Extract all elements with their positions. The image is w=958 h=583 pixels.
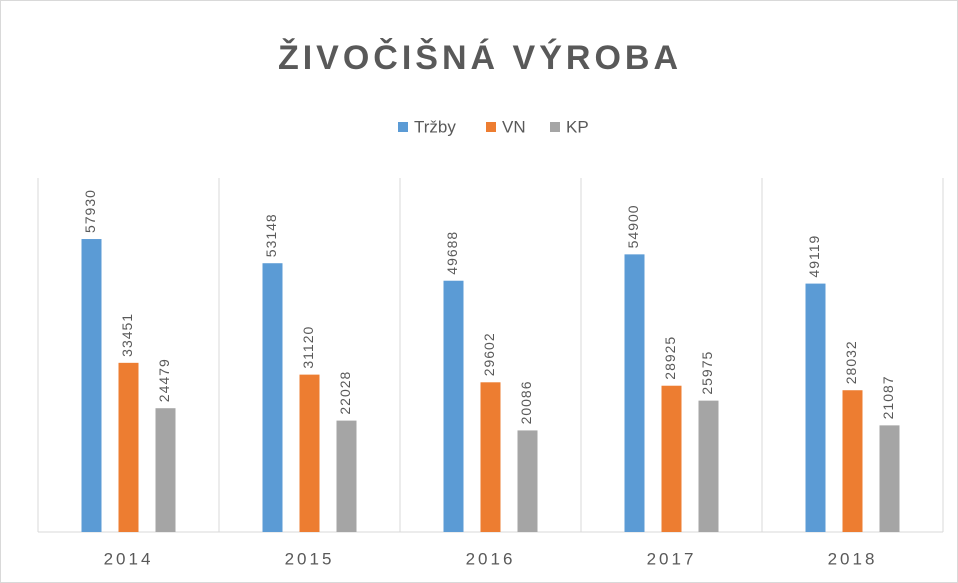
data-label: 31120 <box>300 326 316 369</box>
data-label: 29602 <box>481 332 497 376</box>
data-label: 28032 <box>843 340 859 384</box>
legend-swatch <box>486 122 496 132</box>
data-label: 22028 <box>337 371 353 415</box>
bar <box>336 420 357 532</box>
x-tick-label: 2014 <box>104 549 154 568</box>
bar <box>698 400 719 532</box>
legend-swatch <box>398 122 408 132</box>
data-label: 28925 <box>662 336 678 380</box>
x-tick-label: 2018 <box>828 549 878 568</box>
legend-label: VN <box>502 117 526 136</box>
bar <box>155 408 176 532</box>
chart-title: ŽIVOČIŠNÁ VÝROBA <box>278 38 682 77</box>
bar <box>299 374 320 532</box>
bar <box>879 425 900 532</box>
x-tick-label: 2017 <box>647 549 697 568</box>
bar <box>480 382 501 532</box>
legend-swatch <box>550 122 560 132</box>
data-label: 33451 <box>119 313 135 357</box>
bar <box>118 362 139 532</box>
legend-label: Tržby <box>414 117 456 136</box>
x-tick-label: 2016 <box>466 549 516 568</box>
bar <box>661 385 682 532</box>
bar <box>517 430 538 532</box>
bar <box>805 283 826 532</box>
data-label: 49688 <box>444 231 460 275</box>
data-label: 49119 <box>806 235 822 278</box>
bar <box>842 390 863 532</box>
bar <box>443 280 464 532</box>
bar <box>81 239 102 532</box>
data-label: 54900 <box>625 204 641 248</box>
data-label: 53148 <box>263 213 279 257</box>
legend-label: KP <box>566 117 589 136</box>
data-label: 20086 <box>518 380 534 424</box>
data-label: 24479 <box>156 358 172 402</box>
x-tick-label: 2015 <box>285 549 335 568</box>
data-label: 25975 <box>699 351 715 395</box>
data-label: 21087 <box>880 375 896 419</box>
bar <box>624 254 645 532</box>
data-label: 57930 <box>82 189 98 233</box>
bar <box>262 263 283 532</box>
